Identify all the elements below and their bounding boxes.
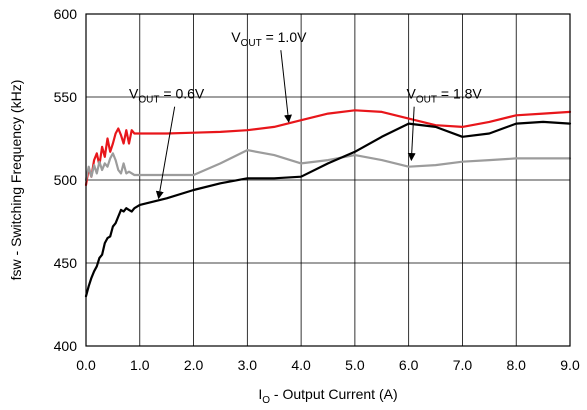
annotation-label-0: VOUT = 1.0V [231, 29, 307, 49]
annotation-arrow-2 [407, 106, 416, 162]
y-tick-label: 500 [54, 172, 78, 188]
annotation-arrow-1 [155, 106, 176, 200]
x-tick-label: 3.0 [238, 357, 258, 373]
x-tick-label: 1.0 [130, 357, 150, 373]
series-line-2 [84, 120, 572, 298]
y-tick-label: 600 [54, 6, 78, 22]
series-line-0 [84, 109, 572, 187]
annotation-label-2: VOUT = 1.8V [407, 86, 483, 106]
y-tick-labels: 400 450 500 550 600 [54, 6, 78, 354]
y-tick-label: 400 [54, 338, 78, 354]
series-lines [84, 109, 572, 298]
x-tick-label: 8.0 [506, 357, 526, 373]
x-tick-labels: 0.0 1.0 2.0 3.0 4.0 5.0 6.0 7.0 8.0 9.0 [76, 357, 580, 373]
annotations: VOUT = 1.0V VOUT = 0.6V VOUT = 1.8V [129, 29, 483, 200]
plot-frame [85, 13, 571, 347]
annotation-label-1: VOUT = 0.6V [129, 86, 205, 106]
x-axis-label: IO - Output Current (A) [258, 386, 397, 406]
y-tick-label: 550 [54, 89, 78, 105]
y-axis-label: fsw - Switching Frequency (kHz) [8, 80, 24, 281]
x-tick-label: 6.0 [399, 357, 419, 373]
x-tick-label: 7.0 [453, 357, 473, 373]
x-tick-label: 5.0 [345, 357, 365, 373]
x-tick-label: 9.0 [560, 357, 580, 373]
annotation-arrow-0 [280, 50, 292, 123]
series-line-1 [84, 149, 572, 182]
x-tick-label: 2.0 [184, 357, 204, 373]
x-tick-label: 4.0 [291, 357, 311, 373]
grid [85, 13, 571, 347]
y-tick-label: 450 [54, 255, 78, 271]
x-tick-label: 0.0 [76, 357, 96, 373]
